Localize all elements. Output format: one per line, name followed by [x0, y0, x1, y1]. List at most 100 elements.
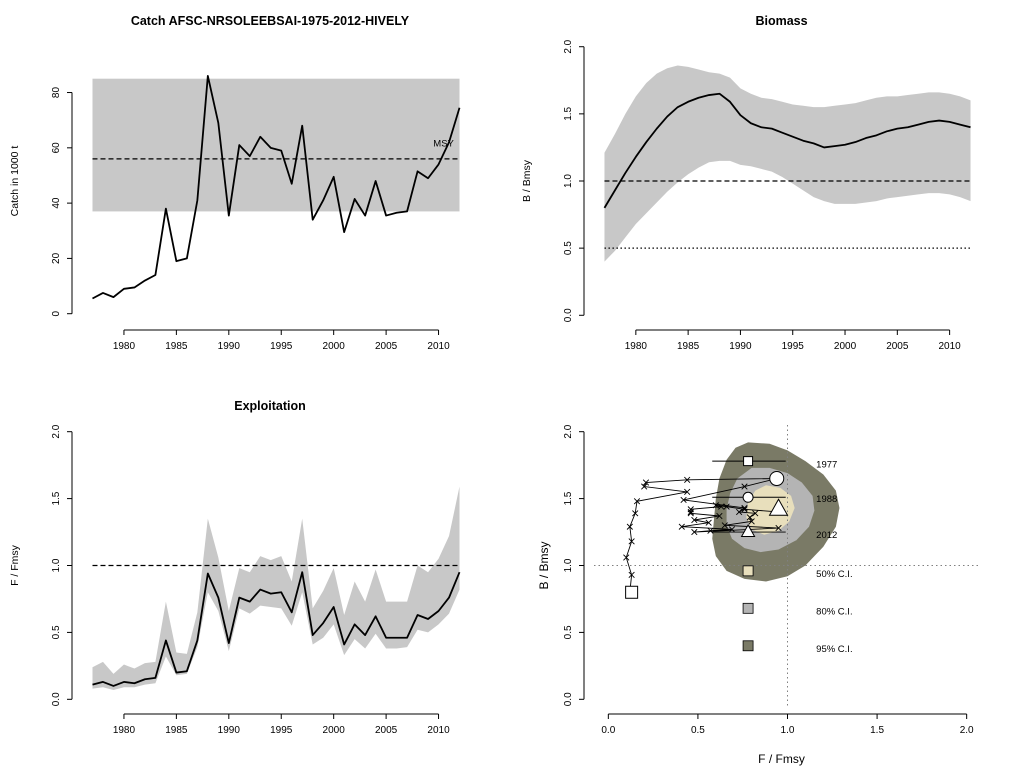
- exploitation-x-tick-label: 1990: [218, 725, 241, 736]
- exploitation-x-tick-label: 2005: [375, 725, 398, 736]
- kobe-trajectory-point: [680, 496, 687, 504]
- biomass-y-tick-label: 1.5: [563, 106, 574, 120]
- catch-x-tick-label: 2005: [375, 341, 398, 352]
- kobe-y-tick-label: 0.5: [563, 625, 574, 639]
- kobe-trajectory-point: [775, 524, 782, 532]
- catch-x-tick-label: 1995: [270, 341, 293, 352]
- kobe-trajectory-point: [687, 508, 694, 516]
- kobe-legend-swatch-ci50: [742, 565, 754, 577]
- exploitation-x-tick-label: 2010: [427, 725, 450, 736]
- kobe-trajectory-point: [741, 483, 748, 490]
- kobe-start-marker: [625, 585, 639, 599]
- kobe-trajectory-point: [641, 483, 648, 490]
- kobe-panel: 1977 1988 2012 50% C.I. 80% C.I. 95% C.I. 0.0 0…: [537, 424, 981, 766]
- kobe-legend-label: 50% C.I.: [816, 569, 852, 580]
- exploitation-y-tick-label: 1.5: [51, 491, 62, 505]
- kobe-y-tick-label: 1.5: [563, 491, 574, 505]
- catch-y-tick-label: 20: [51, 252, 62, 264]
- kobe-x-axis-label: F / Fmsy: [758, 752, 805, 766]
- kobe-legend-swatch-ci95: [742, 640, 754, 652]
- biomass-y-tick-label: 2.0: [563, 39, 574, 53]
- kobe-legend-label: 2012: [816, 530, 837, 541]
- kobe-legend-marker-square: [743, 456, 754, 467]
- kobe-trajectory-point: [633, 498, 641, 505]
- kobe-legend-label: 80% C.I.: [816, 606, 852, 617]
- biomass-x-tick-label: 1985: [677, 341, 700, 352]
- biomass-y-tick-label: 0.0: [563, 308, 574, 322]
- kobe-trajectory-point: [623, 554, 630, 561]
- kobe-trajectory-point: [626, 523, 633, 530]
- kobe-trajectory-point: [746, 514, 753, 521]
- kobe-1988-marker: [769, 471, 785, 487]
- kobe-x-tick-label: 2.0: [960, 725, 974, 736]
- biomass-x-tick-label: 1980: [625, 341, 648, 352]
- biomass-y-tick-label: 0.5: [563, 241, 574, 255]
- exploitation-y-axis-label: F / Fmsy: [9, 544, 21, 586]
- kobe-legend-swatch-ci80: [742, 602, 754, 614]
- catch-x-tick-label: 1980: [113, 341, 136, 352]
- kobe-trajectory-point: [752, 510, 759, 517]
- kobe-trajectory-point: [741, 504, 748, 512]
- exploitation-panel: 1980 1985 1990 1995 2000 2005 2010 0.0 0.5 1.0 1.5…: [9, 399, 461, 736]
- exploitation-x-tick-label: 1995: [270, 725, 293, 736]
- kobe-trajectory-point: [728, 526, 736, 533]
- biomass-panel: 1980 1985 1990 1995 2000 2005 2010 0.0 0.5 1.0 1.5…: [521, 14, 971, 352]
- exploitation-y-tick-label: 0.5: [51, 625, 62, 639]
- catch-y-tick-label: 80: [51, 87, 62, 99]
- kobe-y-axis-label: B / Bmsy: [537, 541, 551, 589]
- kobe-x-tick-label: 1.0: [781, 725, 795, 736]
- catch-x-tick-label: 2000: [323, 341, 346, 352]
- exploitation-confidence-band: [92, 486, 460, 690]
- kobe-legend-marker-circle: [742, 491, 754, 503]
- exploitation-x-tick-label: 1985: [165, 725, 188, 736]
- kobe-trajectory-point: [684, 488, 691, 496]
- exploitation-title: Exploitation: [234, 399, 306, 413]
- exploitation-series-line: [92, 571, 461, 687]
- kobe-trajectory-point: [748, 518, 755, 525]
- biomass-confidence-band: [604, 65, 971, 262]
- kobe-trajectory-point: [691, 516, 698, 524]
- catch-msy-band: [92, 78, 460, 212]
- catch-title: Catch AFSC-NRSOLEEBSAI-1975-2012-HIVELY: [131, 14, 410, 28]
- kobe-trajectory-point: [687, 506, 694, 513]
- exploitation-x-tick-label: 1980: [113, 725, 136, 736]
- biomass-x-tick-label: 2005: [886, 341, 909, 352]
- biomass-y-tick-label: 1.0: [563, 174, 574, 188]
- kobe-trajectory-point: [678, 523, 685, 530]
- catch-x-tick-label: 1985: [165, 341, 188, 352]
- kobe-trajectory-point: [716, 512, 723, 520]
- kobe-y-tick-label: 0.0: [563, 692, 574, 706]
- kobe-trajectory-point: [736, 508, 743, 516]
- exploitation-y-tick-label: 1.0: [51, 558, 62, 572]
- kobe-trajectory-point: [705, 519, 712, 526]
- kobe-trajectory-point: [712, 502, 719, 509]
- catch-series-line: [92, 75, 461, 300]
- catch-x-tick-label: 1990: [218, 341, 241, 352]
- kobe-trajectory-point: [707, 527, 714, 534]
- kobe-legend-marker-triangle: [740, 524, 756, 538]
- biomass-title: Biomass: [755, 14, 807, 28]
- kobe-end-marker: [768, 498, 789, 516]
- kobe-y-tick-label: 1.0: [563, 558, 574, 572]
- kobe-trajectory-point: [721, 522, 728, 529]
- kobe-trajectory-point: [741, 506, 748, 513]
- kobe-legend-label: 95% C.I.: [816, 644, 852, 655]
- kobe-legend-label: 1988: [816, 494, 837, 505]
- biomass-x-tick-label: 1990: [729, 341, 752, 352]
- kobe-x-tick-label: 1.5: [870, 725, 884, 736]
- catch-y-tick-label: 40: [51, 197, 62, 209]
- kobe-trajectory-point: [723, 503, 730, 510]
- catch-x-tick-label: 2010: [427, 341, 450, 352]
- biomass-series-line: [603, 92, 971, 209]
- kobe-trajectory-point: [632, 510, 639, 517]
- exploitation-y-tick-label: 2.0: [51, 424, 62, 438]
- biomass-y-axis-label: B / Bmsy: [521, 159, 533, 202]
- catch-panel: MSY 1980 1985 1990 1995 2000 2005 2010 0 20 40 60 80…: [9, 14, 461, 352]
- catch-y-tick-label: 60: [51, 142, 62, 154]
- kobe-trajectory-point: [691, 528, 698, 536]
- exploitation-y-tick-label: 0.0: [51, 692, 62, 706]
- kobe-trajectory-point: [718, 503, 725, 510]
- exploitation-x-tick-label: 2000: [323, 725, 346, 736]
- kobe-trajectory-point: [628, 538, 635, 545]
